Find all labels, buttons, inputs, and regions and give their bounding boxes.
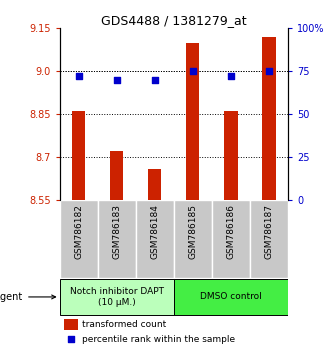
Text: GSM786185: GSM786185 [188,204,197,259]
Text: agent: agent [0,292,56,302]
Text: percentile rank within the sample: percentile rank within the sample [82,335,236,344]
FancyBboxPatch shape [60,200,98,278]
Text: GSM786186: GSM786186 [226,204,235,259]
Bar [186,42,200,200]
FancyBboxPatch shape [212,200,250,278]
Point [228,74,234,79]
Text: Notch inhibitor DAPT
(10 μM.): Notch inhibitor DAPT (10 μM.) [70,287,164,307]
FancyBboxPatch shape [136,200,174,278]
Point [190,68,195,74]
Point [266,68,271,74]
Point [114,77,119,83]
Text: DMSO control: DMSO control [200,292,262,302]
Bar [148,169,162,200]
FancyBboxPatch shape [98,200,136,278]
Bar [110,152,123,200]
Text: transformed count: transformed count [82,320,167,329]
Bar [224,112,238,200]
Title: GDS4488 / 1381279_at: GDS4488 / 1381279_at [101,14,247,27]
Bar [64,319,78,330]
Bar [262,37,276,200]
Text: GSM786183: GSM786183 [112,204,121,259]
FancyBboxPatch shape [174,279,288,315]
Text: GSM786182: GSM786182 [74,204,83,259]
FancyBboxPatch shape [250,200,288,278]
Text: GSM786184: GSM786184 [150,204,159,259]
Text: GSM786187: GSM786187 [264,204,273,259]
Point [76,74,81,79]
Bar [72,112,85,200]
Point [152,77,158,83]
FancyBboxPatch shape [174,200,212,278]
FancyBboxPatch shape [60,279,174,315]
Point [68,336,73,342]
